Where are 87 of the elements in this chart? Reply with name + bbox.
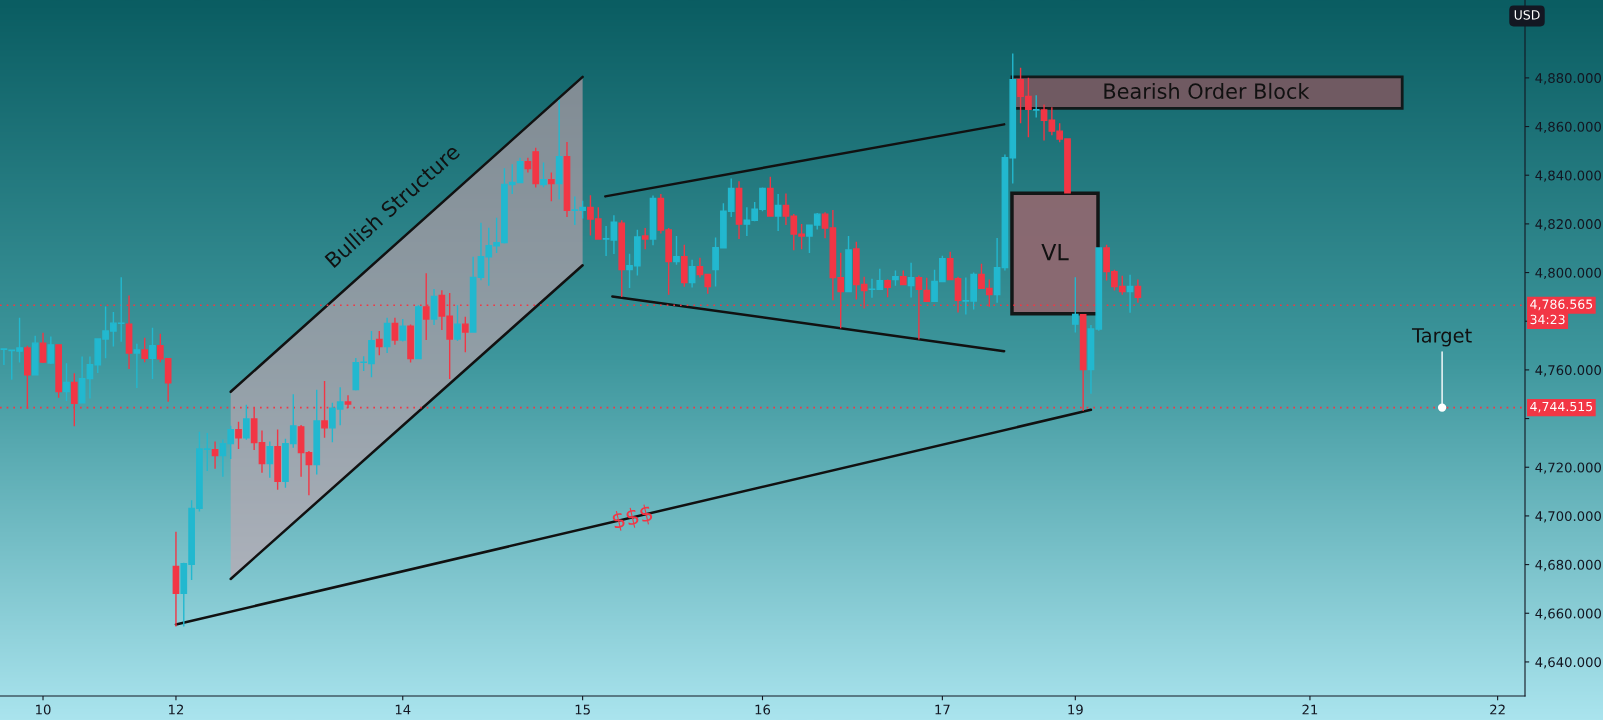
candlestick: [899, 269, 907, 286]
y-tick-label: 4,760.000: [1535, 365, 1601, 377]
x-tick-label: 16: [755, 704, 771, 715]
candlestick: [673, 235, 680, 266]
candlestick: [766, 175, 774, 217]
candlestick: [1032, 94, 1040, 119]
candlestick: [399, 318, 407, 343]
candlestick: [24, 345, 31, 410]
x-tick-label: 10: [36, 704, 51, 715]
candlestick: [55, 344, 63, 399]
annotation: USD: [1514, 10, 1540, 20]
candlestick: [78, 355, 86, 404]
candlestick: [993, 237, 1001, 304]
annotation: Bearish Order Block: [1104, 82, 1310, 100]
annotation: Target: [1411, 328, 1472, 347]
y-tick-label: 4,720.000: [1535, 462, 1601, 474]
candlestick: [610, 214, 618, 255]
candlestick: [454, 304, 461, 342]
ref-line-label: 4,786.565: [1530, 299, 1593, 311]
candlestick: [547, 171, 555, 202]
candlestick: [892, 269, 899, 287]
y-tick-label: 4,660.000: [1535, 608, 1601, 620]
candlestick: [1071, 276, 1079, 334]
candlestick: [39, 331, 47, 364]
candlestick: [344, 394, 352, 409]
candlestick: [133, 343, 141, 389]
text: 34:23: [1530, 314, 1565, 325]
y-tick-label: 4,860.000: [1535, 121, 1601, 134]
candlestick: [383, 317, 391, 354]
candlestick: [391, 317, 399, 346]
candlestick: [31, 335, 39, 376]
candlestick: [407, 323, 414, 364]
candlestick: [1040, 103, 1048, 142]
annotation: VL: [1041, 243, 1069, 261]
candlestick: [321, 380, 328, 439]
x-tick-label: 14: [395, 704, 411, 715]
candlestick: [602, 225, 610, 257]
candlestick: [305, 450, 313, 496]
candlestick: [415, 304, 422, 360]
candlestick: [618, 219, 626, 298]
candlestick: [884, 278, 891, 298]
candlestick: [297, 424, 305, 478]
x-tick-label: 22: [1490, 704, 1505, 715]
candlestick: [923, 276, 931, 302]
candlestick: [149, 327, 156, 380]
x-tick-label: 21: [1302, 704, 1318, 715]
candlestick: [274, 428, 281, 491]
candlestick: [461, 316, 469, 353]
x-tick-label: 19: [1068, 704, 1083, 715]
x-tick-label: 17: [935, 704, 950, 715]
ref-line-label: 4,744.515: [1530, 401, 1593, 413]
candlestick: [375, 330, 383, 356]
candlestick: [641, 227, 649, 250]
y-tick-label: 4,640.000: [1535, 657, 1601, 669]
candlestick: [735, 180, 743, 240]
candlestick: [563, 141, 571, 218]
candlestick: [242, 404, 250, 441]
candlestick: [774, 193, 782, 232]
candlestick: [47, 335, 55, 365]
candlestick: [469, 256, 477, 333]
candlestick: [649, 194, 657, 246]
candlestick: [680, 244, 688, 288]
candlestick: [235, 421, 242, 450]
x-tick-label: 15: [575, 704, 590, 715]
candlestick: [688, 258, 696, 289]
y-tick-label: 4,820.000: [1535, 219, 1601, 231]
candlestick: [821, 211, 829, 239]
x-tick-label: 12: [169, 704, 184, 715]
candlestick: [430, 288, 438, 326]
y-tick-label: 4,680.000: [1535, 559, 1601, 572]
annotation: $$$: [611, 503, 654, 532]
candlestick: [540, 161, 547, 188]
candlestick: [172, 531, 180, 628]
candlestick: [313, 389, 321, 476]
candlestick: [845, 235, 852, 293]
candlestick: [555, 99, 563, 201]
candlestick: [266, 440, 274, 479]
candlestick: [63, 362, 70, 402]
candlestick: [1134, 278, 1142, 304]
candlestick: [141, 337, 149, 364]
candlestick: [907, 262, 915, 299]
y-tick-label: 4,700.000: [1535, 511, 1601, 523]
y-tick-label: 4,840.000: [1535, 170, 1601, 182]
candlestick: [1126, 274, 1134, 314]
y-tick-label: 4,800.000: [1535, 267, 1601, 280]
candlestick: [211, 440, 219, 470]
y-tick-label: 4,880.000: [1535, 73, 1601, 85]
